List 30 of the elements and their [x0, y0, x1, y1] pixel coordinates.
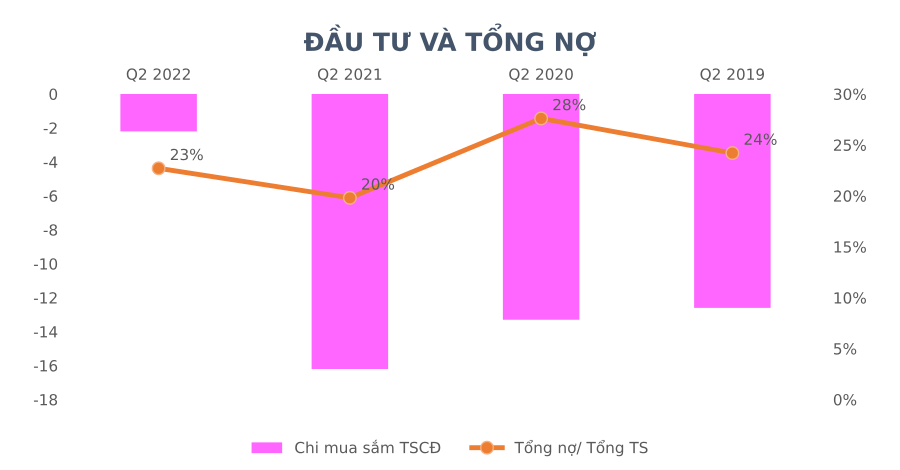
point	[534, 111, 548, 126]
y2-tick-label: 30%	[834, 88, 866, 100]
point	[342, 190, 357, 205]
x-tick-label: Q2 2022	[126, 68, 190, 82]
y-tick-label: -12	[34, 292, 57, 304]
point	[725, 146, 740, 160]
y2-tick-label: 20%	[834, 190, 866, 202]
y-tick-label: -10	[34, 258, 58, 270]
data-label: 20%	[362, 178, 394, 190]
y-tick-label: -8	[44, 224, 58, 236]
y-tick-label: -16	[34, 360, 58, 372]
y2-tick-label: 0%	[834, 394, 856, 406]
y-tick-label: -18	[34, 394, 58, 406]
y2-tick-label: 5%	[834, 343, 856, 355]
legend-label: Tổng nợ/ Tổng TS	[514, 440, 648, 456]
y2-tick-label: 15%	[834, 241, 866, 253]
x-tick-label: Q2 2020	[509, 68, 573, 82]
y-tick-label: 0	[49, 88, 58, 100]
point	[152, 161, 166, 176]
x-tick-label: Q2 2019	[700, 68, 764, 82]
x-tick-label: Q2 2021	[318, 68, 382, 82]
y2-tick-label: 10%	[834, 292, 866, 304]
y-tick-label: -4	[44, 156, 58, 168]
legend-label: Chi mua sắm TSCĐ	[295, 440, 440, 454]
chart-title: ĐẦU TƯ VÀ TỔNG NỢ	[304, 24, 596, 56]
y-tick-label: -14	[34, 326, 58, 338]
y-tick-label: -6	[44, 190, 58, 202]
y-tick-label: -2	[44, 122, 57, 134]
y2-tick-label: 25%	[834, 139, 866, 151]
data-label: 23%	[170, 148, 203, 160]
